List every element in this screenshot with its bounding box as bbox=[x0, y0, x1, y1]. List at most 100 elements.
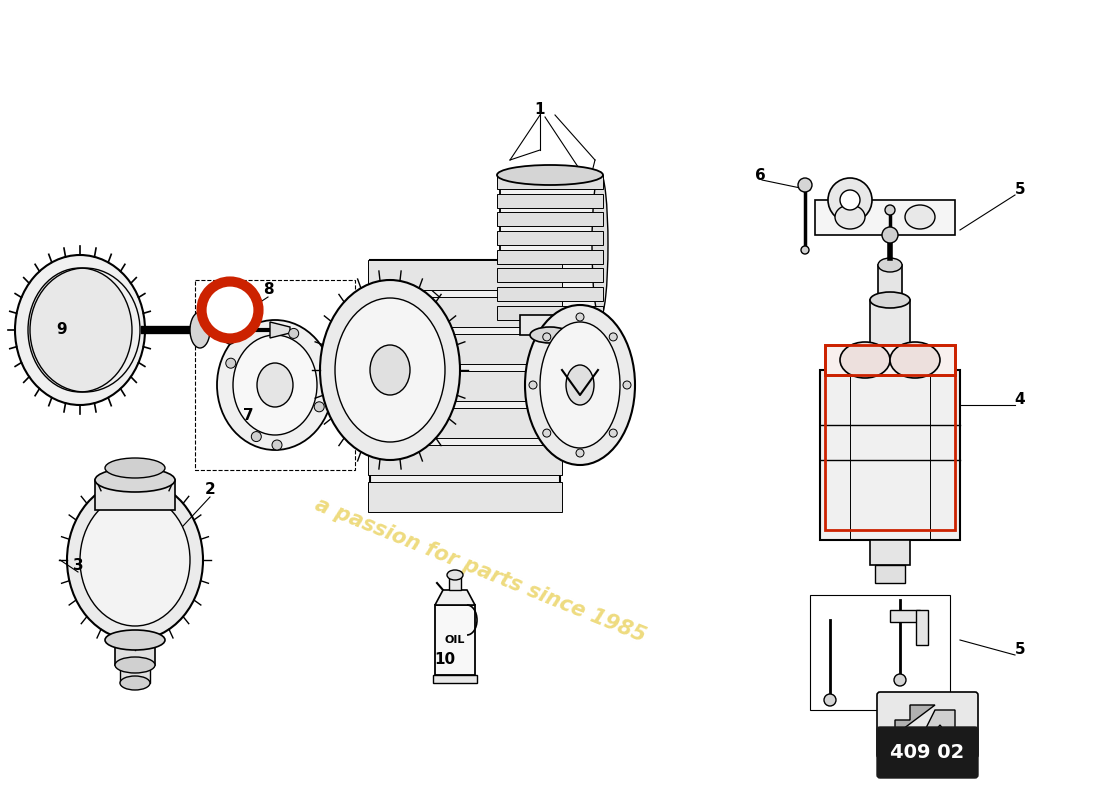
Ellipse shape bbox=[542, 333, 551, 341]
Ellipse shape bbox=[288, 329, 299, 338]
Bar bbox=[874, 565, 905, 583]
Ellipse shape bbox=[801, 246, 808, 254]
Bar bbox=[95, 480, 175, 510]
Ellipse shape bbox=[840, 342, 890, 378]
Polygon shape bbox=[434, 590, 475, 605]
Text: 9: 9 bbox=[57, 322, 67, 338]
Bar bbox=[497, 268, 603, 282]
Ellipse shape bbox=[878, 258, 902, 272]
Bar bbox=[497, 194, 603, 208]
Ellipse shape bbox=[208, 288, 252, 332]
Bar bbox=[368, 297, 562, 327]
Ellipse shape bbox=[120, 676, 150, 690]
Ellipse shape bbox=[525, 305, 635, 465]
Text: 2: 2 bbox=[205, 482, 216, 498]
Bar bbox=[368, 445, 562, 474]
Ellipse shape bbox=[609, 333, 617, 341]
Text: a passion for parts since 1985: a passion for parts since 1985 bbox=[311, 494, 648, 646]
Ellipse shape bbox=[540, 322, 620, 448]
Ellipse shape bbox=[890, 342, 940, 378]
Bar bbox=[497, 231, 603, 245]
Ellipse shape bbox=[370, 345, 410, 395]
Bar bbox=[916, 610, 928, 645]
Ellipse shape bbox=[116, 657, 155, 673]
Ellipse shape bbox=[336, 298, 446, 442]
Ellipse shape bbox=[497, 165, 603, 185]
Text: 5: 5 bbox=[1014, 182, 1025, 198]
Bar bbox=[449, 575, 461, 590]
Bar bbox=[825, 370, 955, 530]
Ellipse shape bbox=[80, 494, 190, 626]
Bar bbox=[368, 334, 562, 364]
Bar bbox=[520, 315, 580, 335]
Ellipse shape bbox=[886, 205, 895, 215]
Text: 7: 7 bbox=[243, 407, 253, 422]
Bar bbox=[890, 610, 920, 622]
Bar bbox=[368, 260, 562, 290]
Ellipse shape bbox=[529, 381, 537, 389]
Ellipse shape bbox=[824, 694, 836, 706]
Ellipse shape bbox=[210, 290, 250, 330]
Bar bbox=[870, 300, 910, 345]
Text: 8: 8 bbox=[263, 282, 273, 298]
Text: 409 02: 409 02 bbox=[890, 742, 964, 762]
Bar bbox=[368, 370, 562, 401]
Ellipse shape bbox=[67, 480, 204, 640]
Ellipse shape bbox=[905, 205, 935, 229]
Ellipse shape bbox=[828, 178, 872, 222]
Ellipse shape bbox=[95, 468, 175, 492]
Ellipse shape bbox=[870, 292, 910, 308]
Ellipse shape bbox=[222, 316, 238, 344]
Bar bbox=[878, 265, 902, 300]
Ellipse shape bbox=[190, 312, 210, 348]
Text: 5: 5 bbox=[1014, 642, 1025, 658]
Ellipse shape bbox=[200, 280, 260, 340]
Text: 4: 4 bbox=[1014, 393, 1025, 407]
Text: 10: 10 bbox=[434, 653, 455, 667]
Ellipse shape bbox=[226, 358, 235, 368]
Polygon shape bbox=[895, 705, 935, 735]
Bar bbox=[500, 175, 600, 315]
Bar bbox=[497, 175, 603, 189]
Bar bbox=[433, 675, 477, 683]
Bar bbox=[810, 595, 950, 710]
Ellipse shape bbox=[882, 227, 898, 243]
Ellipse shape bbox=[798, 178, 812, 192]
Bar bbox=[825, 345, 955, 375]
Bar bbox=[870, 540, 910, 565]
Bar bbox=[497, 250, 603, 264]
Ellipse shape bbox=[447, 570, 463, 580]
Ellipse shape bbox=[542, 429, 551, 437]
Polygon shape bbox=[270, 322, 290, 338]
Bar bbox=[497, 212, 603, 226]
Ellipse shape bbox=[835, 205, 865, 229]
Ellipse shape bbox=[104, 458, 165, 478]
Bar bbox=[370, 260, 560, 500]
Ellipse shape bbox=[576, 449, 584, 457]
Ellipse shape bbox=[272, 440, 282, 450]
Ellipse shape bbox=[609, 429, 617, 437]
Bar bbox=[368, 408, 562, 438]
Ellipse shape bbox=[28, 268, 132, 392]
Ellipse shape bbox=[566, 365, 594, 405]
Ellipse shape bbox=[315, 402, 324, 412]
Ellipse shape bbox=[530, 327, 570, 343]
Ellipse shape bbox=[104, 630, 165, 650]
Ellipse shape bbox=[257, 363, 293, 407]
Bar bbox=[497, 287, 603, 301]
Bar bbox=[120, 665, 150, 683]
FancyBboxPatch shape bbox=[877, 727, 978, 778]
FancyBboxPatch shape bbox=[877, 692, 978, 758]
Bar bbox=[116, 640, 155, 665]
Text: 3: 3 bbox=[73, 558, 84, 573]
Text: 1: 1 bbox=[535, 102, 546, 118]
Bar bbox=[368, 482, 562, 511]
Bar bbox=[497, 306, 603, 320]
Bar bbox=[820, 370, 960, 540]
Ellipse shape bbox=[623, 381, 631, 389]
Polygon shape bbox=[920, 710, 955, 750]
Ellipse shape bbox=[15, 255, 145, 405]
Bar bbox=[825, 345, 955, 375]
Ellipse shape bbox=[592, 172, 608, 318]
Ellipse shape bbox=[894, 674, 906, 686]
